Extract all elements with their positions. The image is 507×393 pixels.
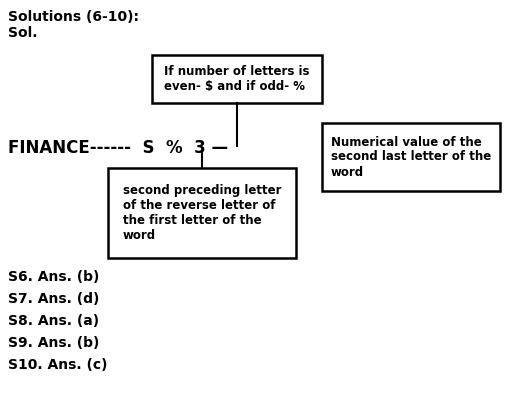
FancyBboxPatch shape [108, 168, 296, 258]
Text: S6. Ans. (b): S6. Ans. (b) [8, 270, 99, 284]
Text: S8. Ans. (a): S8. Ans. (a) [8, 314, 99, 328]
Text: second preceding letter
of the reverse letter of
the first letter of the
word: second preceding letter of the reverse l… [123, 184, 281, 242]
Text: FINANCE------  S  %  3 —: FINANCE------ S % 3 — [8, 139, 228, 157]
Text: If number of letters is
even- $ and if odd- %: If number of letters is even- $ and if o… [164, 65, 310, 93]
FancyBboxPatch shape [322, 123, 500, 191]
Text: S9. Ans. (b): S9. Ans. (b) [8, 336, 99, 350]
Text: Numerical value of the
second last letter of the
word: Numerical value of the second last lette… [331, 136, 491, 178]
Text: Solutions (6-10):: Solutions (6-10): [8, 10, 139, 24]
Text: Sol.: Sol. [8, 26, 38, 40]
Text: S10. Ans. (c): S10. Ans. (c) [8, 358, 107, 372]
Text: S7. Ans. (d): S7. Ans. (d) [8, 292, 99, 306]
FancyBboxPatch shape [152, 55, 322, 103]
